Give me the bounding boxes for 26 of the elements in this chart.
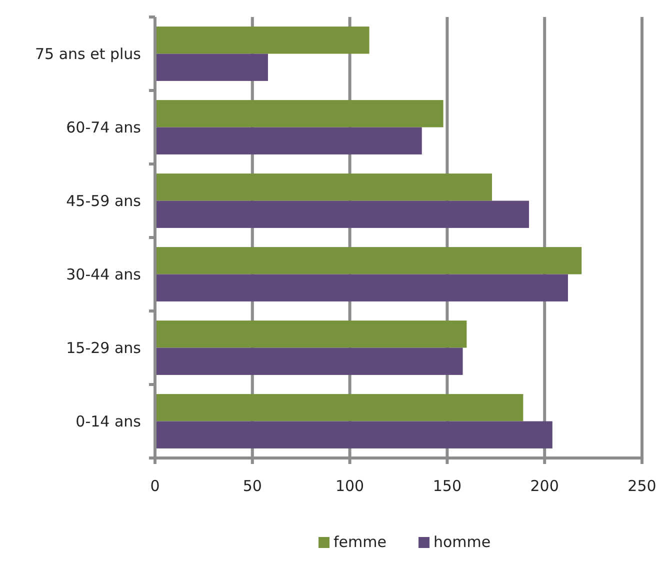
legend-label: homme (434, 533, 491, 551)
y-tick-label: 45-59 ans (66, 192, 142, 210)
y-tick-label: 60-74 ans (66, 118, 142, 136)
y-tick-label: 15-29 ans (66, 338, 142, 357)
x-tick-label: 150 (432, 477, 462, 495)
bar (155, 200, 530, 228)
bar (155, 421, 552, 448)
bar (155, 26, 370, 54)
legend-label: femme (334, 533, 386, 551)
y-tick-label: 75 ans et plus (34, 44, 142, 63)
bar (155, 174, 492, 201)
y-tick-label: 0-14 ans (76, 412, 142, 430)
x-tick-label: 100 (335, 477, 364, 495)
bar (155, 348, 463, 375)
x-tick-label: 50 (242, 477, 262, 495)
bar (155, 320, 467, 348)
bar (155, 394, 524, 422)
bar (155, 247, 582, 274)
bar (155, 274, 568, 302)
x-tick-label: 200 (530, 477, 559, 495)
bar (155, 100, 444, 128)
x-tick-label: 250 (628, 477, 656, 495)
bar (155, 54, 268, 81)
x-tick-label: 0 (150, 477, 160, 495)
y-tick-label: 30-44 ans (66, 265, 142, 284)
bar (155, 127, 422, 154)
